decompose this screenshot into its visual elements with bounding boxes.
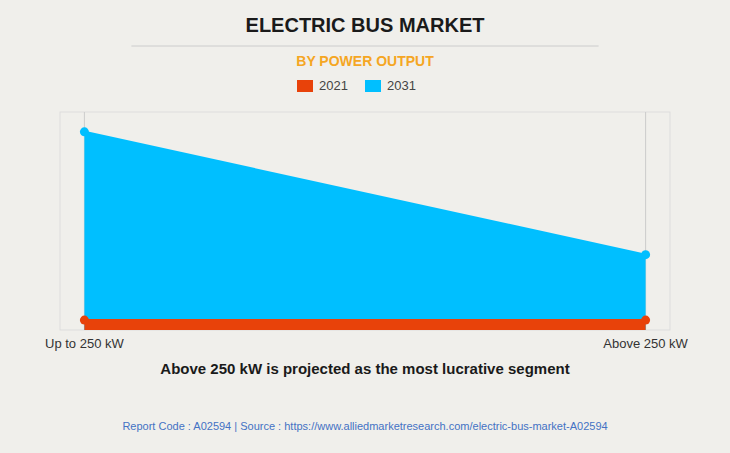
x-tick-label: Up to 250 kW: [45, 336, 124, 351]
legend-swatch: [297, 80, 313, 92]
plot-area: [80, 127, 650, 330]
annotation: Above 250 kW is projected as the most lu…: [160, 360, 569, 377]
subtitle: BY POWER OUTPUT: [296, 53, 434, 69]
title: ELECTRIC BUS MARKET: [246, 14, 485, 36]
legend-swatch: [365, 80, 381, 92]
marker: [80, 316, 89, 325]
area-line: [84, 319, 645, 321]
title-rule: [131, 46, 598, 47]
area: [84, 320, 645, 330]
source-note: Report Code : A02594 | Source : https://…: [122, 420, 607, 432]
legend: 2021 2031: [297, 78, 416, 93]
chart-container: ELECTRIC BUS MARKET BY POWER OUTPUT Up to …: [0, 0, 730, 453]
marker: [641, 316, 650, 325]
marker: [641, 250, 650, 259]
legend-label: 2031: [387, 78, 416, 93]
chart-svg: ELECTRIC BUS MARKET BY POWER OUTPUT Up to …: [0, 0, 730, 453]
area: [84, 132, 645, 330]
x-tick-label: Above 250 kW: [603, 336, 688, 351]
marker: [80, 127, 89, 136]
legend-label: 2021: [319, 78, 348, 93]
area-line: [84, 132, 645, 255]
background: [0, 0, 730, 453]
plot-frame: [60, 112, 670, 330]
